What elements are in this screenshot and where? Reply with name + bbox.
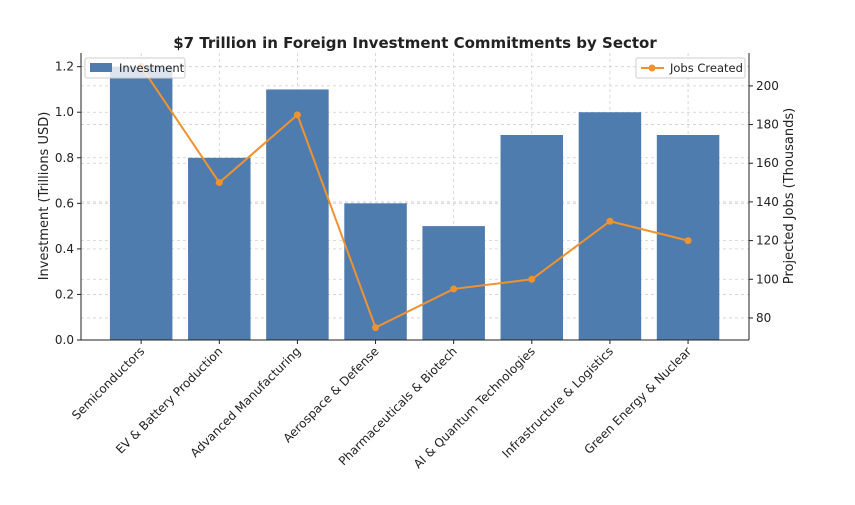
- y-tick-label: 0.2: [55, 287, 74, 301]
- point-jobs-created: [293, 111, 301, 119]
- y-tick-label: 0.8: [55, 151, 74, 165]
- chart-title: $7 Trillion in Foreign Investment Commit…: [173, 34, 657, 52]
- y2-tick-label: 200: [756, 79, 779, 93]
- bars: [109, 66, 720, 341]
- point-jobs-created: [215, 179, 223, 187]
- point-jobs-created: [528, 275, 536, 283]
- legend-jobs: Jobs Created: [635, 57, 746, 79]
- legend-investment-swatch: [90, 63, 112, 72]
- legend-jobs-marker: [648, 64, 656, 72]
- y2-tick-label: 80: [756, 311, 771, 325]
- y-axis-label: Investment (Trillions USD): [37, 112, 52, 281]
- bar-investment: [344, 203, 407, 340]
- bar-investment: [266, 89, 329, 340]
- y2-tick-label: 100: [756, 272, 779, 286]
- legend-jobs-label: Jobs Created: [669, 61, 743, 75]
- y-tick-label: 0.6: [55, 196, 74, 210]
- y-tick-label: 1.0: [55, 105, 74, 119]
- bar-investment: [500, 135, 564, 340]
- y2-tick-label: 120: [756, 234, 779, 248]
- bar-investment: [109, 66, 173, 341]
- bar-investment: [188, 157, 251, 340]
- point-jobs-created: [606, 217, 614, 225]
- line-jobs-created: [140, 65, 689, 330]
- bar-investment: [422, 226, 485, 340]
- y2-tick-label: 160: [756, 156, 779, 170]
- x-tick-label: Semiconductors: [69, 344, 147, 422]
- y-tick-label: 0.0: [55, 333, 74, 347]
- y-tick-label: 0.4: [55, 242, 74, 256]
- y-tick-label: 1.2: [55, 60, 74, 74]
- y2-tick-label: 140: [756, 195, 779, 209]
- y2-axis-label: Projected Jobs (Thousands): [782, 108, 797, 284]
- legend-investment-label: Investment: [119, 61, 185, 75]
- point-jobs-created: [450, 285, 458, 293]
- legend-investment: Investment: [84, 57, 186, 79]
- point-jobs-created: [684, 237, 692, 245]
- point-jobs-created: [372, 324, 380, 332]
- grid: [81, 53, 749, 341]
- y2-tick-label: 180: [756, 118, 779, 132]
